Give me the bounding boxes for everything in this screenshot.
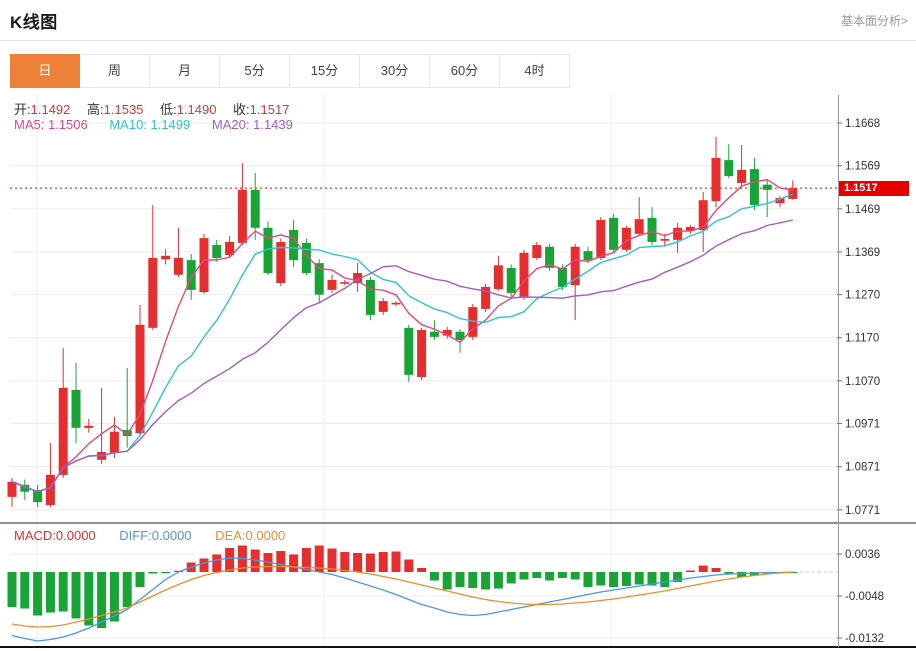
tab-60min[interactable]: 60分 xyxy=(430,54,500,88)
tab-5min[interactable]: 5分 xyxy=(220,54,290,88)
svg-text:1.0871: 1.0871 xyxy=(845,462,880,474)
macd-value: MACD:0.0000 xyxy=(14,528,96,543)
open-label: 开: xyxy=(14,102,31,117)
high-label: 高: xyxy=(87,102,104,117)
period-tab-bar: 日 周 月 5分 15分 30分 60分 4时 xyxy=(10,54,570,88)
svg-text:1.0771: 1.0771 xyxy=(845,505,880,517)
ohlc-legend: 开:1.1492 高:1.1535 低:1.1490 收:1.1517 xyxy=(14,99,302,118)
low-value: 1.1490 xyxy=(176,102,217,117)
tab-day[interactable]: 日 xyxy=(10,54,80,88)
diff-value: DIFF:0.0000 xyxy=(119,528,192,543)
svg-text:1.1569: 1.1569 xyxy=(845,161,880,173)
svg-text:1.1270: 1.1270 xyxy=(845,290,880,302)
svg-text:0.0036: 0.0036 xyxy=(845,549,880,561)
ma20-value: MA20: 1.1439 xyxy=(211,117,293,132)
svg-text:1.1070: 1.1070 xyxy=(845,376,880,388)
close-value: 1.1517 xyxy=(249,102,290,117)
ma5-value: MA5: 1.1506 xyxy=(14,117,88,132)
tab-30min[interactable]: 30分 xyxy=(360,54,430,88)
svg-text:1.1369: 1.1369 xyxy=(845,247,880,259)
svg-text:-0.0132: -0.0132 xyxy=(845,633,884,645)
tab-week[interactable]: 周 xyxy=(80,54,150,88)
fundamental-analysis-link[interactable]: 基本面分析> xyxy=(840,14,908,28)
svg-text:-0.0048: -0.0048 xyxy=(845,591,884,603)
low-label: 低: xyxy=(160,102,177,117)
open-value: 1.1492 xyxy=(30,102,71,117)
ma10-value: MA10: 1.1499 xyxy=(109,117,191,132)
tab-month[interactable]: 月 xyxy=(150,54,220,88)
ma-legend: MA5: 1.1506 MA10: 1.1499 MA20: 1.1439 xyxy=(14,117,311,132)
svg-text:1.1668: 1.1668 xyxy=(845,118,880,130)
dea-value: DEA:0.0000 xyxy=(215,528,286,543)
svg-text:1.1170: 1.1170 xyxy=(845,333,879,345)
page-title: K线图 xyxy=(10,13,58,32)
svg-text:1.0971: 1.0971 xyxy=(845,419,880,431)
tab-15min[interactable]: 15分 xyxy=(290,54,360,88)
current-price-label: 1.1517 xyxy=(839,181,909,196)
tab-4hour[interactable]: 4时 xyxy=(500,54,570,88)
high-value: 1.1535 xyxy=(103,102,144,117)
close-label: 收: xyxy=(233,102,250,117)
macd-legend: MACD:0.0000 DIFF:0.0000 DEA:0.0000 xyxy=(14,528,305,543)
page-header: K线图 基本面分析> xyxy=(0,0,916,41)
svg-text:1.1469: 1.1469 xyxy=(845,204,880,216)
